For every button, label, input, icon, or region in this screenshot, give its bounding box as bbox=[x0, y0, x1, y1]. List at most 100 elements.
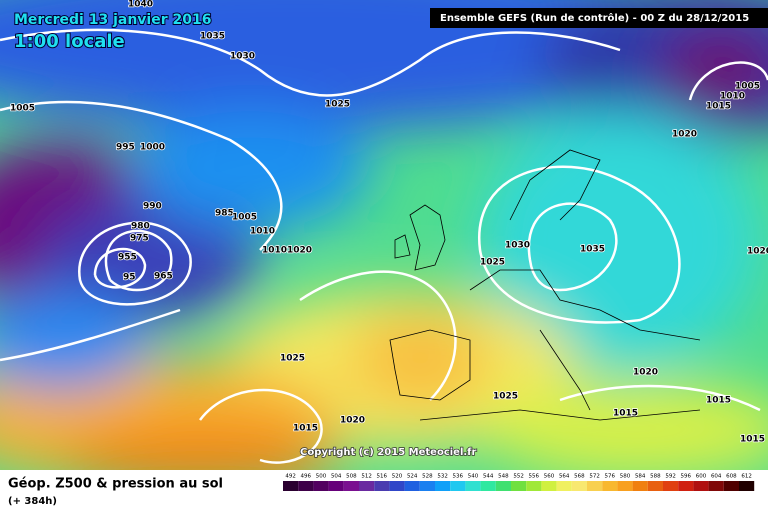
scale-swatch bbox=[723, 481, 739, 491]
run: Ensemble GEFS (Run de contrôle) - 00 Z d… bbox=[440, 12, 749, 24]
scale-swatch bbox=[511, 481, 527, 491]
scale-label: 532 bbox=[437, 474, 448, 480]
scale-label: 516 bbox=[377, 474, 388, 480]
scale-swatch bbox=[526, 481, 542, 491]
coastlines bbox=[389, 149, 701, 421]
scale-label: 512 bbox=[361, 474, 372, 480]
scale-label: 492 bbox=[285, 474, 296, 480]
isobar-label: 1020 bbox=[672, 130, 697, 140]
isobar-label: 1010 bbox=[250, 227, 275, 237]
isobars bbox=[0, 28, 768, 464]
isobar-label: 1020 bbox=[747, 247, 768, 257]
isobar-label: 1015 bbox=[706, 102, 731, 112]
scale-label: 604 bbox=[711, 474, 722, 480]
scale-swatch bbox=[480, 481, 496, 491]
scale-swatch bbox=[693, 481, 709, 491]
scale-label: 576 bbox=[605, 474, 616, 480]
scale-label: 548 bbox=[498, 474, 509, 480]
isobar-label: 1005 bbox=[10, 104, 35, 114]
scale-label: 556 bbox=[529, 474, 540, 480]
isobar-label: 1010 bbox=[720, 92, 745, 102]
scale-label: 572 bbox=[589, 474, 600, 480]
scale-label: 584 bbox=[635, 474, 646, 480]
scale-swatch bbox=[465, 481, 481, 491]
scale-swatch bbox=[556, 481, 572, 491]
scale-label: 596 bbox=[681, 474, 692, 480]
scale-swatch bbox=[663, 481, 679, 491]
scale-swatch bbox=[343, 481, 359, 491]
scale-label: 536 bbox=[453, 474, 464, 480]
footer-title: Géop. Z500 & pression au sol bbox=[8, 477, 223, 492]
scale-swatch bbox=[435, 481, 451, 491]
isobar-label: 990 bbox=[143, 202, 162, 212]
isobar-label: 975 bbox=[130, 234, 149, 244]
scale-swatch bbox=[587, 481, 603, 491]
scale-label: 524 bbox=[407, 474, 418, 480]
scale-swatch bbox=[328, 481, 344, 491]
scale-label: 544 bbox=[483, 474, 494, 480]
scale-swatch bbox=[708, 481, 724, 491]
isobar-label: 1000 bbox=[140, 143, 165, 153]
scale-swatch bbox=[495, 481, 511, 491]
scale-swatch bbox=[283, 481, 299, 491]
isobar-label: 980 bbox=[131, 222, 150, 232]
scale-swatch bbox=[739, 481, 755, 491]
scale-swatch bbox=[404, 481, 420, 491]
scale-label: 540 bbox=[468, 474, 479, 480]
scale-swatch bbox=[571, 481, 587, 491]
time: 1:00 locale bbox=[14, 31, 125, 52]
isobar-label: 1025 bbox=[280, 354, 305, 364]
scale-label: 592 bbox=[665, 474, 676, 480]
scale-swatch bbox=[541, 481, 557, 491]
isobar-label: 965 bbox=[154, 272, 173, 282]
scale-label: 500 bbox=[316, 474, 327, 480]
scale-swatch bbox=[647, 481, 663, 491]
isobar-label: 1025 bbox=[325, 100, 350, 110]
scale-swatch bbox=[678, 481, 694, 491]
isobar-label: 995 bbox=[116, 143, 135, 153]
isobar-label: 1025 bbox=[480, 258, 505, 268]
scale-swatch bbox=[419, 481, 435, 491]
field bbox=[0, 0, 768, 470]
isobar-label: 1040 bbox=[128, 0, 153, 10]
isobar-label: 1035 bbox=[580, 245, 605, 255]
scale-swatch bbox=[450, 481, 466, 491]
scale-label: 608 bbox=[726, 474, 737, 480]
scale-swatch bbox=[617, 481, 633, 491]
scale-swatch bbox=[389, 481, 405, 491]
isobar-label: 1030 bbox=[230, 52, 255, 62]
scale-label: 580 bbox=[620, 474, 631, 480]
scale-swatch bbox=[602, 481, 618, 491]
scale-label: 508 bbox=[346, 474, 357, 480]
scale-label: 528 bbox=[422, 474, 433, 480]
isobar-label: 1035 bbox=[200, 32, 225, 42]
scale-label: 504 bbox=[331, 474, 342, 480]
copyright: Copyright (c) 2015 Meteociel.fr bbox=[300, 447, 477, 458]
scale-label: 568 bbox=[574, 474, 585, 480]
scale-swatch bbox=[374, 481, 390, 491]
scale-label: 560 bbox=[544, 474, 555, 480]
run-box bbox=[430, 8, 768, 28]
scale-label: 496 bbox=[301, 474, 312, 480]
lead-time: (+ 384h) bbox=[8, 496, 57, 507]
isobar-label: 1015 bbox=[293, 424, 318, 434]
scale-label: 520 bbox=[392, 474, 403, 480]
scale-swatch bbox=[632, 481, 648, 491]
isobar-label: 955 bbox=[118, 253, 137, 263]
isobar-label: 1020 bbox=[633, 368, 658, 378]
isobar-label: 1005 bbox=[232, 213, 257, 223]
isobar-label: 1020 bbox=[340, 416, 365, 426]
date: Mercredi 13 janvier 2016 bbox=[14, 12, 211, 28]
isobar-label: 1020 bbox=[287, 246, 312, 256]
scale-label: 552 bbox=[513, 474, 524, 480]
isobar-label: 985 bbox=[215, 209, 234, 219]
scale-label: 600 bbox=[696, 474, 707, 480]
isobar-label: 1010 bbox=[262, 246, 287, 256]
isobar-label: 1025 bbox=[493, 392, 518, 402]
scale-label: 564 bbox=[559, 474, 570, 480]
isobar-label: 1015 bbox=[706, 396, 731, 406]
isobar-label: 1030 bbox=[505, 241, 530, 251]
scale-swatch bbox=[359, 481, 375, 491]
scale-label: 588 bbox=[650, 474, 661, 480]
